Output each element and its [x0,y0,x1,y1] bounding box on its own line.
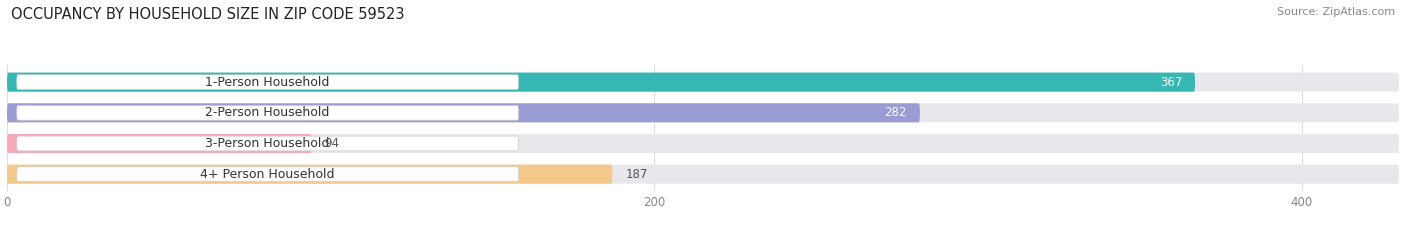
Text: OCCUPANCY BY HOUSEHOLD SIZE IN ZIP CODE 59523: OCCUPANCY BY HOUSEHOLD SIZE IN ZIP CODE … [11,7,405,22]
FancyBboxPatch shape [17,167,519,182]
FancyBboxPatch shape [7,73,1399,92]
FancyBboxPatch shape [7,165,613,184]
FancyBboxPatch shape [7,103,1399,122]
Text: 1-Person Household: 1-Person Household [205,76,330,89]
Text: 94: 94 [325,137,339,150]
FancyBboxPatch shape [7,134,1399,153]
Text: 187: 187 [626,168,648,181]
Text: Source: ZipAtlas.com: Source: ZipAtlas.com [1277,7,1395,17]
Text: 3-Person Household: 3-Person Household [205,137,330,150]
Text: 282: 282 [884,106,907,119]
Text: 4+ Person Household: 4+ Person Household [201,168,335,181]
Text: 2-Person Household: 2-Person Household [205,106,330,119]
FancyBboxPatch shape [7,165,1399,184]
FancyBboxPatch shape [17,75,519,89]
FancyBboxPatch shape [17,136,519,151]
FancyBboxPatch shape [7,134,311,153]
FancyBboxPatch shape [17,106,519,120]
FancyBboxPatch shape [7,73,1195,92]
FancyBboxPatch shape [7,103,920,122]
Text: 367: 367 [1160,76,1182,89]
